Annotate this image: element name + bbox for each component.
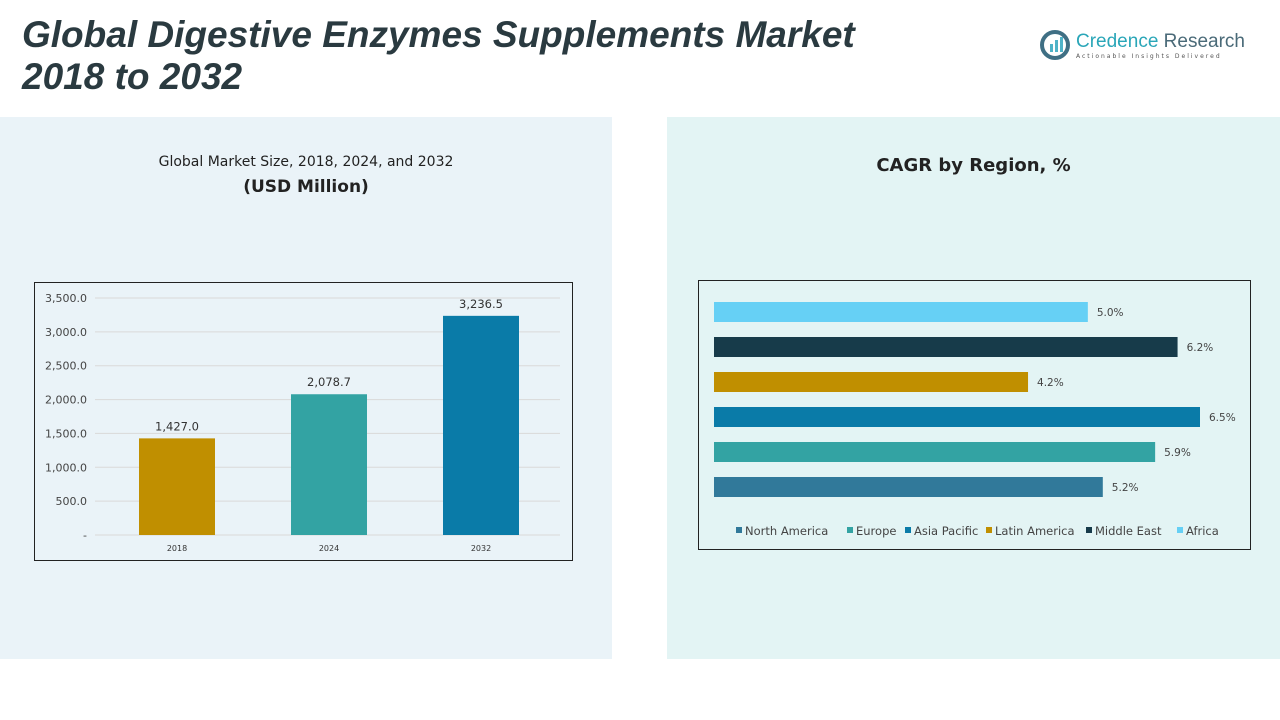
data-label: 5.9% [1164, 447, 1191, 459]
y-tick-label: 3,000.0 [45, 326, 87, 339]
market-size-chart-frame: - 500.0 1,000.0 1,500.0 2,000.0 2,500.0 3,000.… [34, 282, 573, 561]
right-chart-title: CAGR by Region, % [876, 155, 1071, 176]
market-size-chart: - 500.0 1,000.0 1,500.0 2,000.0 2,500.0 3,000.… [45, 292, 560, 553]
x-tick-label: 2018 [167, 544, 187, 553]
data-label: 6.5% [1209, 412, 1236, 424]
bar-middle-east [714, 337, 1178, 357]
data-label: 4.2% [1037, 377, 1064, 389]
bar-north-america [714, 477, 1103, 497]
y-tick-label: 2,500.0 [45, 360, 87, 373]
data-label: 1,427.0 [155, 419, 199, 433]
logo-name-2: Research [1163, 30, 1245, 52]
legend-swatch [847, 527, 853, 533]
logo-icon [1040, 30, 1070, 60]
title-line-1: Global Digestive Enzymes Supplements Mar… [22, 14, 855, 55]
legend-swatch [1177, 527, 1183, 533]
y-tick-label: 2,000.0 [45, 394, 87, 407]
logo: Credence Research Actionable Insights De… [1040, 30, 1245, 60]
legend-swatch [986, 527, 992, 533]
cagr-chart: 5.0% 6.2% 4.2% 6.5% 5.9% 5.2% North America Eur… [714, 302, 1236, 538]
legend-item: Africa [1186, 524, 1219, 538]
data-label: 5.0% [1097, 307, 1124, 319]
bar-2024 [291, 394, 367, 535]
x-tick-label: 2024 [319, 544, 339, 553]
bar-2032 [443, 315, 519, 535]
y-tick-label: 3,500.0 [45, 292, 87, 305]
legend-item: North America [745, 524, 828, 538]
data-label: 5.2% [1112, 482, 1139, 494]
y-tick-label: - [83, 529, 87, 542]
x-tick-label: 2032 [471, 544, 491, 553]
logo-tagline: Actionable Insights Delivered [1076, 52, 1222, 60]
legend-swatch [736, 527, 742, 533]
cagr-chart-frame: 5.0% 6.2% 4.2% 6.5% 5.9% 5.2% North America Eur… [698, 280, 1251, 550]
data-label: 6.2% [1187, 342, 1214, 354]
data-label: 2,078.7 [307, 375, 351, 389]
y-tick-label: 1,500.0 [45, 427, 87, 440]
bar-europe [714, 442, 1156, 462]
bar-africa [714, 302, 1088, 322]
bar-latin-america [714, 372, 1029, 392]
page-title: Global Digestive Enzymes Supplements Mar… [22, 14, 855, 98]
legend-swatch [905, 527, 911, 533]
y-tick-label: 500.0 [56, 495, 88, 508]
logo-name-1: Credence [1076, 30, 1159, 52]
bar-asia-pacific [714, 407, 1200, 427]
legend-item: Middle East [1095, 524, 1162, 538]
legend-item: Latin America [995, 524, 1075, 538]
data-label: 3,236.5 [459, 297, 503, 311]
left-chart-subtitle: (USD Million) [243, 177, 369, 197]
title-line-2: 2018 to 2032 [22, 56, 243, 97]
left-chart-title: Global Market Size, 2018, 2024, and 2032 [158, 154, 454, 170]
legend-swatch [1086, 527, 1092, 533]
legend-item: Europe [856, 524, 896, 538]
y-tick-label: 1,000.0 [45, 461, 87, 474]
legend-item: Asia Pacific [914, 524, 978, 538]
bar-2018 [139, 438, 215, 535]
